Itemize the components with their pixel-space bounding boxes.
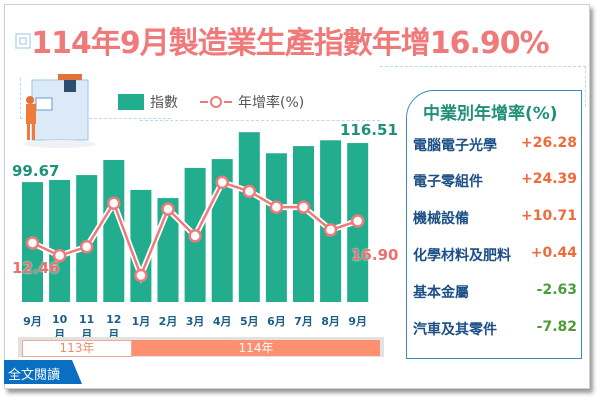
month-label: 3月 (185, 315, 205, 328)
decorative-outline (140, 120, 380, 121)
year-113-label: 113年 (22, 340, 132, 357)
page-title: 114年9月製造業生產指數年增16.90% (31, 26, 549, 61)
industry-value: -7.82 (536, 319, 577, 335)
industry-row: 機械設備 +10.71 (413, 208, 577, 228)
industry-name: 基本金屬 (413, 285, 469, 301)
last-index-label: 116.51 (340, 121, 398, 139)
growth-rate-point (188, 229, 202, 243)
panel-title: 中業別年增率(%) (423, 104, 558, 124)
read-all-label: 全文閱讀 (8, 368, 61, 383)
industry-name: 電子零組件 (413, 174, 483, 190)
legend-line-swatch (200, 96, 232, 108)
growth-rate-point (161, 202, 175, 216)
industry-row: 電子零組件 +24.39 (413, 171, 577, 191)
month-label: 5月 (239, 315, 259, 328)
legend-bar-swatch (118, 94, 144, 110)
industry-name: 汽車及其零件 (413, 322, 497, 338)
month-label: 7月 (294, 315, 313, 328)
first-rate-label: 12.46 (12, 259, 60, 277)
index-bar (320, 140, 342, 302)
index-bar (265, 153, 287, 302)
legend-index-label: 指數 (150, 95, 178, 111)
month-label: 4月 (212, 315, 232, 328)
index-bar (76, 175, 98, 302)
read-all-button[interactable]: 全文閱讀 (4, 360, 82, 384)
growth-rate-point (25, 236, 40, 250)
year-114-label: 114年 (132, 340, 380, 356)
chip-icon (15, 33, 31, 49)
industry-row: 化學材料及肥料 +0.44 (413, 245, 577, 265)
industry-value: -2.63 (536, 282, 577, 298)
first-index-label: 99.67 (12, 162, 60, 180)
factory-worker-illustration (24, 74, 96, 148)
chart-legend: 指數 年增率(%) (118, 92, 304, 112)
legend-rate-label: 年增率(%) (238, 95, 305, 111)
index-bar (49, 179, 71, 302)
month-label: 10月 (51, 313, 68, 341)
month-label: 9月 (348, 315, 368, 328)
industry-row: 汽車及其零件 -7.82 (413, 319, 577, 339)
growth-rate-point (52, 248, 67, 263)
index-bar (293, 146, 314, 302)
decorative-outline (20, 78, 171, 119)
industry-value: +24.39 (520, 171, 577, 187)
decorative-outline (380, 66, 586, 107)
industry-name: 化學材料及肥料 (413, 248, 511, 264)
growth-rate-point (134, 268, 148, 283)
industry-value: +0.44 (530, 245, 577, 261)
month-label: 9月 (23, 315, 42, 328)
month-label: 6月 (267, 315, 286, 328)
growth-rate-point (350, 214, 365, 228)
industry-row: 基本金屬 -2.63 (413, 282, 577, 302)
month-label: 12月 (106, 313, 122, 341)
growth-rate-point (323, 223, 338, 237)
growth-rate-point (242, 184, 257, 199)
index-bar (103, 160, 125, 302)
industry-growth-panel: 中業別年增率(%) 電腦電子光學 +26.28 電子零組件 +24.39 機械設… (406, 90, 582, 359)
growth-rate-point (79, 240, 94, 254)
industry-value: +26.28 (520, 135, 577, 151)
month-label: 8月 (321, 315, 340, 328)
last-rate-label: 16.90 (351, 246, 399, 264)
industry-name: 機械設備 (413, 211, 469, 227)
month-label: 2月 (158, 315, 178, 328)
growth-rate-point (215, 175, 229, 190)
industry-row: 電腦電子光學 +26.28 (413, 135, 577, 155)
index-bar (238, 132, 260, 302)
month-label: 1月 (131, 315, 151, 328)
industry-value: +10.71 (520, 208, 577, 224)
index-bar (130, 189, 152, 302)
month-label: 11月 (79, 313, 95, 341)
industry-name: 電腦電子光學 (413, 138, 497, 154)
growth-rate-point (296, 200, 311, 214)
growth-rate-point (269, 200, 284, 214)
growth-rate-point (107, 196, 121, 210)
